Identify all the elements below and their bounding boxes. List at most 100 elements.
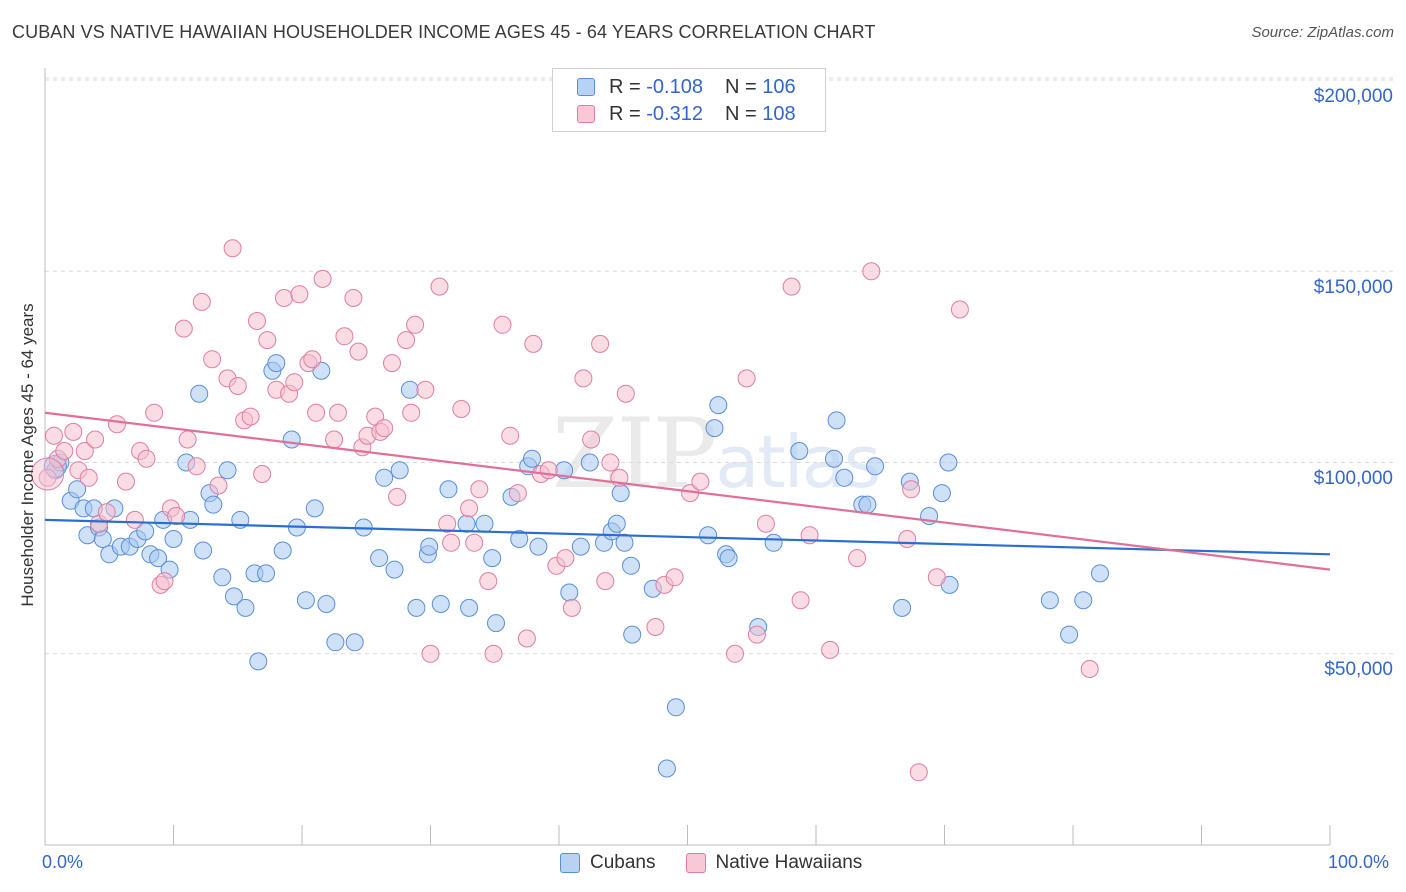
hawaiian-point [726,644,744,663]
cuban-point [483,549,502,568]
hawaiian-point [31,457,65,491]
n-value: 108 [762,102,796,125]
hawaiian-point [848,549,867,568]
r-value: -0.108 [646,75,703,98]
hawaiian-point [470,480,489,499]
legend-row-hawaiians: R = -0.312 N = 108 [577,103,796,125]
hawaiian-point [86,430,105,449]
hawaiian-point [484,644,503,663]
cuban-point [326,633,345,652]
hawaiian-point [556,549,575,568]
hawaiian-point [303,350,322,369]
hawaiian-point [203,350,222,369]
x-tick-label-min: 0.0% [42,852,84,872]
hawaiian-point [383,354,401,373]
hawaiian-point [508,484,527,503]
hawaiian-point [145,403,164,422]
cuban-point [866,457,885,476]
hawaiian-point [228,377,247,395]
cuban-point [705,419,724,438]
hawaiian-point [791,591,810,610]
hawaiian-point [665,568,684,587]
cuban-point [317,595,336,613]
hawaiian-point [349,342,368,361]
hawaiian-point [329,403,347,422]
hawaiian-point [862,262,881,281]
n-value: 106 [762,75,796,98]
hawaiian-point [45,426,63,445]
cuban-point [1074,591,1093,610]
hawaiian-point [927,568,946,587]
legend-label-hawaiians: Native Hawaiians [715,852,863,873]
hawaiian-point [55,442,74,460]
cuban-point [431,595,450,613]
cuban-point [439,480,458,499]
hawaiian-point [442,533,461,552]
cuban-point [164,530,183,548]
cuban-point [249,652,268,671]
hawaiian-point [517,629,536,648]
cuban-point [257,564,275,583]
cuban-point [709,396,728,415]
hawaiian-point [406,315,425,334]
hawaiian-point [416,380,435,399]
hawaiian-point [275,289,293,307]
cuban-point [267,354,286,373]
cuban-point [560,583,579,602]
hawaiian-point [782,277,801,296]
cuban-point [236,598,255,617]
hawaiian-points [31,239,1099,782]
hawaiian-point [747,625,766,644]
source-credit: Source: ZipAtlas.com [1251,24,1394,41]
hawaiian-point [1080,660,1099,678]
r-label: R = [609,75,641,98]
hawaiian-point [821,640,840,659]
r-label: R = [609,102,641,125]
hawaiian-point [397,331,416,350]
hawaiian-point [375,419,394,438]
cuban-point [835,468,854,487]
hawaiian-point [402,403,421,422]
cuban-point [611,484,630,503]
stats-legend: R = -0.108 N = 106 R = -0.312 N = 108 [552,68,826,132]
hawaiian-point [108,415,126,434]
hawaiian-point [209,476,228,495]
hawaiian-point [64,422,83,441]
cuban-point [194,541,213,560]
cuban-point [305,499,324,518]
hawaiian-point [325,430,344,449]
cuban-point [475,514,494,533]
cuban-point [68,480,87,499]
hawaiian-point [258,331,277,350]
hawaiian-point [125,510,144,529]
cuban-point [529,537,548,556]
cuban-point [622,556,640,575]
cuban-point [420,537,439,556]
cuban-point [282,430,301,449]
hawaiian-point [601,453,620,472]
hawaiian-point [646,618,665,636]
hawaiian-point [574,369,593,388]
hawaiian-point [465,533,484,552]
hawaiian-point [307,403,326,422]
hawaiian-point [174,319,193,338]
cuban-point [224,587,243,606]
y-axis-label: Householder Income Ages 45 - 64 years [18,303,37,607]
hawaiian-point [582,430,601,449]
x-tick-label-max: 100.0% [1328,852,1390,872]
legend-row-cubans: R = -0.108 N = 106 [577,76,796,98]
cuban-point [607,514,626,533]
cuban-point [296,591,315,610]
hawaiian-point [248,312,266,330]
hawaiian-point [524,334,543,353]
hawaiian-point [285,373,304,392]
hawaiian-swatch [577,105,595,123]
hawaiian-point [79,468,98,487]
cuban-point [939,453,958,472]
hawaiian-point [313,269,332,288]
cuban-point [390,461,409,480]
cuban-point [93,530,112,548]
cuban-point [825,449,843,468]
cuban-point [827,411,846,430]
